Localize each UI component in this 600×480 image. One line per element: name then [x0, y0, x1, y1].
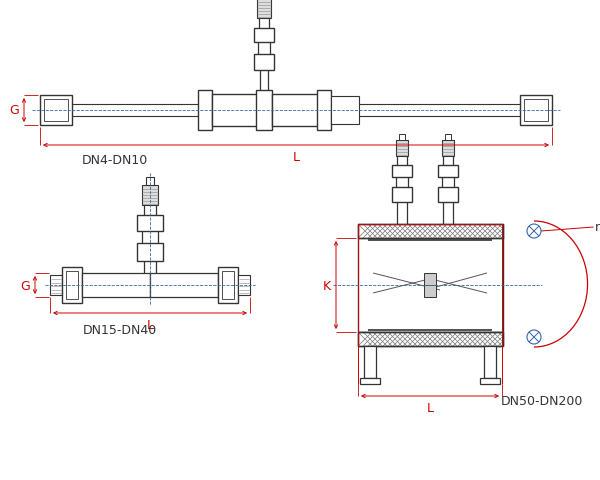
Bar	[358, 332, 503, 346]
Bar	[40, 96, 72, 126]
Bar	[331, 97, 359, 125]
Text: n-d: n-d	[595, 221, 600, 234]
Bar	[66, 271, 78, 300]
Bar	[254, 29, 274, 43]
Bar	[238, 276, 250, 295]
Bar	[146, 178, 154, 186]
Bar	[392, 166, 412, 178]
Bar	[424, 274, 436, 298]
Bar	[222, 271, 234, 300]
Text: G: G	[20, 279, 30, 292]
Bar	[396, 141, 408, 156]
Bar	[360, 378, 380, 384]
Bar	[256, 91, 272, 131]
Bar	[212, 95, 258, 127]
Bar	[150, 274, 218, 298]
Bar	[392, 188, 412, 203]
Bar	[137, 243, 163, 262]
Bar	[317, 91, 331, 131]
Bar	[62, 267, 82, 303]
Bar	[484, 346, 496, 378]
Bar	[358, 332, 503, 346]
Bar	[399, 135, 405, 141]
Bar	[50, 276, 62, 295]
Bar	[524, 100, 548, 122]
Bar	[364, 346, 376, 378]
Bar	[44, 100, 68, 122]
Bar	[480, 378, 500, 384]
Circle shape	[527, 225, 541, 239]
Bar	[257, 0, 271, 19]
Bar	[445, 135, 451, 141]
Text: DN4-DN10: DN4-DN10	[82, 154, 148, 167]
Bar	[358, 225, 503, 239]
Bar	[438, 166, 458, 178]
Text: G: G	[9, 104, 19, 117]
Text: DN15-DN40: DN15-DN40	[83, 324, 157, 336]
Bar	[438, 188, 458, 203]
Bar	[142, 186, 158, 205]
Bar	[254, 55, 274, 71]
Bar	[198, 91, 212, 131]
Bar	[272, 95, 318, 127]
Bar	[520, 96, 552, 126]
Bar	[137, 216, 163, 231]
Circle shape	[527, 330, 541, 344]
Bar	[358, 238, 503, 332]
Bar	[442, 141, 454, 156]
Text: L: L	[146, 318, 154, 331]
Text: DN50-DN200: DN50-DN200	[501, 394, 583, 407]
Bar	[218, 267, 238, 303]
Bar	[358, 225, 503, 239]
Text: L: L	[293, 151, 299, 164]
Text: L: L	[427, 401, 434, 414]
Text: K: K	[323, 279, 331, 292]
Bar	[82, 274, 150, 298]
